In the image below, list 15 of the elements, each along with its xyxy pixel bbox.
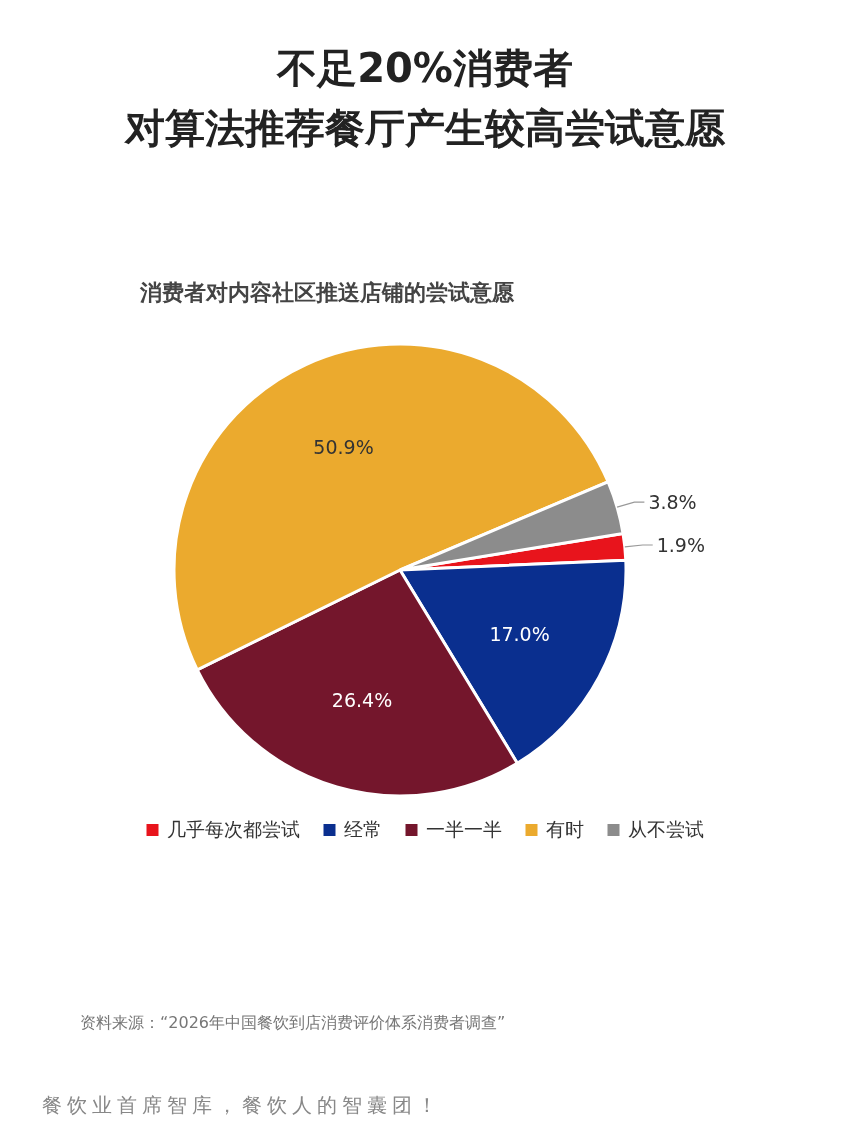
legend-label: 几乎每次都尝试: [166, 818, 300, 840]
chart-subtitle: 对算法推荐餐厅产生较高尝试意愿: [123, 105, 726, 151]
data-label: 1.9%: [656, 534, 705, 556]
text: 资料来源：“2026年中国餐饮到店消费评价体系消费者调查”: [80, 1013, 506, 1032]
data-label: 17.0%: [489, 622, 550, 645]
legend-label: 一半一半: [425, 818, 502, 840]
text: 餐饮业首席智库，餐饮人的智囊团！: [42, 1093, 442, 1117]
text: 消费者对内容社区推送店铺的尝试意愿: [139, 280, 515, 305]
legend-label: 经常: [343, 818, 382, 840]
legend-label: 有时: [545, 818, 584, 840]
data-label: 3.8%: [648, 491, 697, 514]
data-label: 26.4%: [331, 689, 393, 712]
chart-title: 不足20%消费者: [276, 45, 573, 91]
data-label: 50.9%: [313, 435, 374, 458]
legend-label: 从不尝试: [627, 818, 704, 840]
